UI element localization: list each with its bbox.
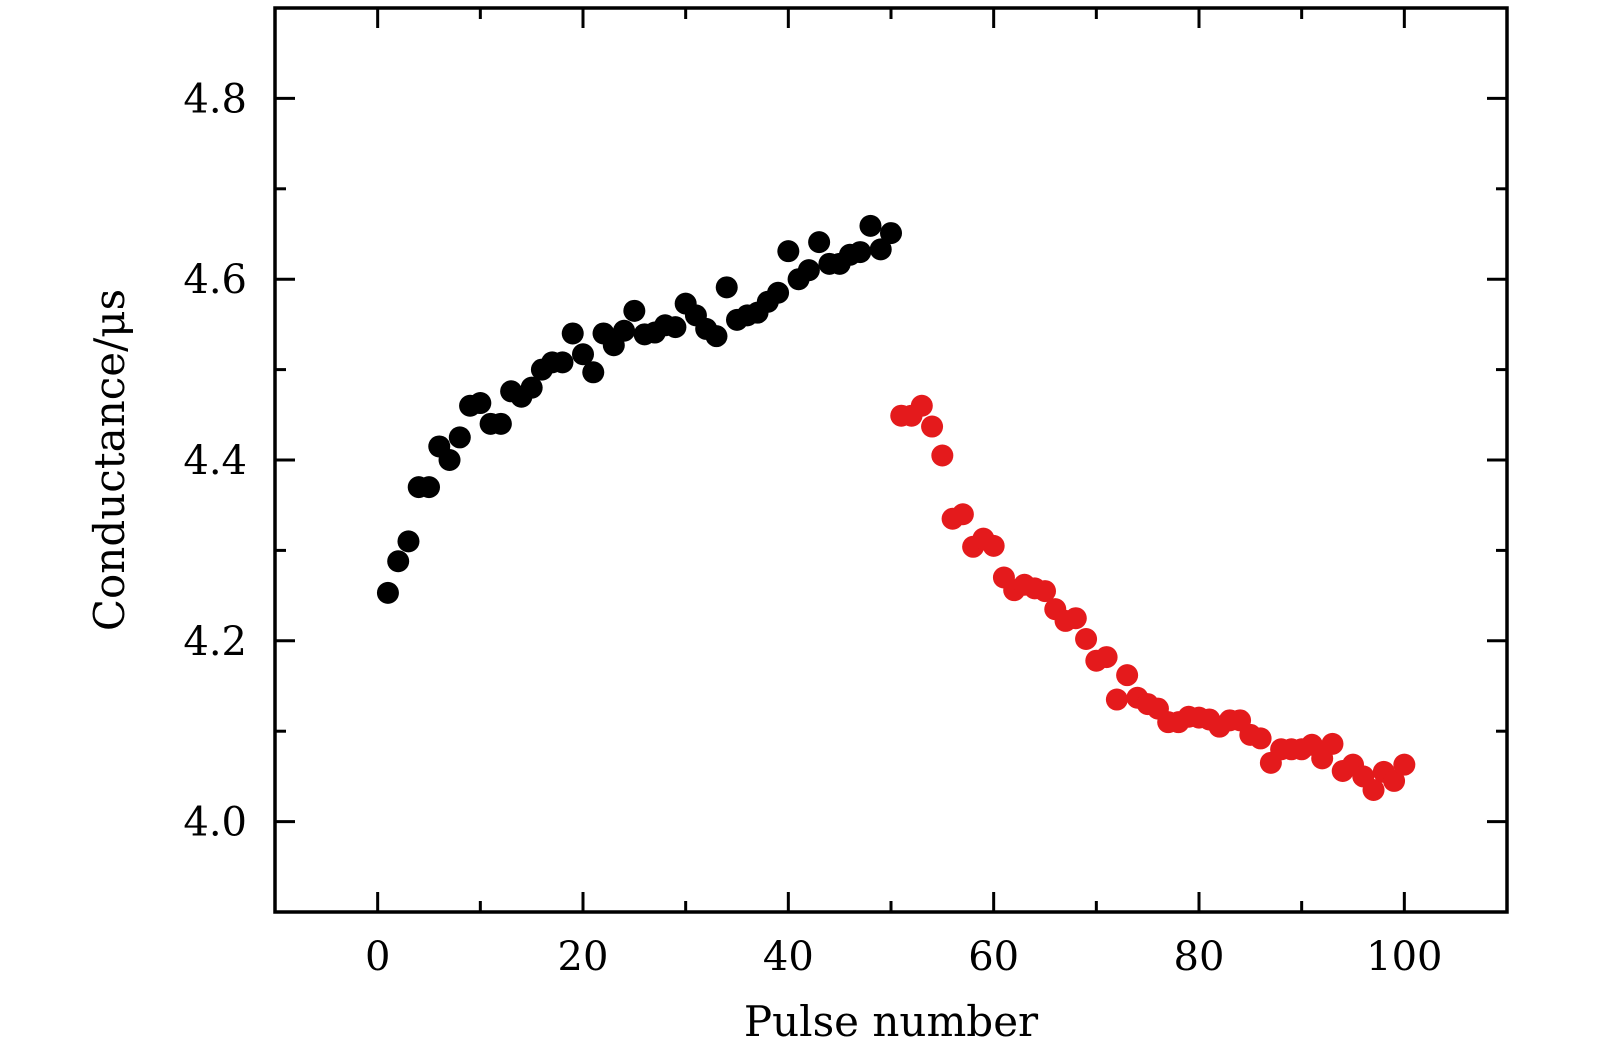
data-point bbox=[859, 214, 882, 237]
plot-frame bbox=[273, 6, 1509, 914]
data-point bbox=[1064, 607, 1087, 630]
data-point bbox=[376, 581, 399, 604]
data-point bbox=[520, 376, 543, 399]
y-tick-label: 4.0 bbox=[183, 800, 247, 846]
data-point bbox=[982, 534, 1005, 557]
data-markers bbox=[376, 214, 1416, 801]
data-point bbox=[808, 231, 831, 254]
data-point bbox=[623, 299, 646, 322]
x-tick-label: 40 bbox=[763, 934, 814, 980]
data-point bbox=[572, 343, 594, 366]
data-point bbox=[1034, 580, 1056, 603]
tick-labels: 0 20 40 60 80 100 4.0 4.2 4.4 4.6 4.8 bbox=[183, 76, 1442, 980]
data-point bbox=[438, 449, 461, 471]
data-point bbox=[469, 392, 492, 415]
data-point bbox=[561, 322, 584, 345]
data-point bbox=[448, 426, 471, 449]
data-point bbox=[582, 361, 605, 384]
data-point bbox=[880, 222, 902, 245]
data-point bbox=[1116, 664, 1139, 687]
data-point bbox=[613, 319, 636, 342]
y-axis-title: Conductance/μs bbox=[85, 289, 134, 631]
y-tick-label: 4.4 bbox=[183, 438, 247, 484]
data-point bbox=[1393, 753, 1416, 776]
data-point bbox=[489, 412, 512, 435]
data-point bbox=[910, 394, 933, 417]
data-point bbox=[797, 259, 820, 282]
data-point bbox=[715, 276, 738, 299]
data-point bbox=[418, 476, 440, 499]
data-point bbox=[1362, 778, 1385, 801]
data-point bbox=[1321, 732, 1344, 755]
x-tick-label: 80 bbox=[1174, 934, 1225, 980]
data-point bbox=[931, 444, 954, 467]
x-tick-label: 60 bbox=[968, 934, 1019, 980]
data-point bbox=[387, 550, 410, 573]
x-tick-label: 20 bbox=[558, 934, 609, 980]
data-point bbox=[1075, 627, 1098, 650]
x-tick-label: 100 bbox=[1366, 934, 1442, 980]
data-point bbox=[869, 238, 892, 261]
x-tick-label: 0 bbox=[365, 934, 390, 980]
x-axis-title: Pulse number bbox=[744, 997, 1039, 1046]
data-point bbox=[551, 351, 574, 374]
data-point bbox=[777, 240, 800, 263]
axis-ticks bbox=[275, 8, 1507, 912]
data-point bbox=[849, 241, 872, 264]
data-point bbox=[397, 530, 420, 553]
data-point bbox=[1249, 727, 1272, 750]
data-point bbox=[1383, 769, 1406, 792]
data-point bbox=[705, 325, 728, 348]
data-point bbox=[1105, 688, 1128, 711]
data-point bbox=[664, 316, 687, 339]
data-point bbox=[1095, 646, 1118, 669]
y-tick-label: 4.8 bbox=[183, 76, 247, 122]
data-point bbox=[767, 281, 790, 304]
data-point bbox=[951, 503, 974, 526]
y-tick-label: 4.2 bbox=[183, 619, 247, 665]
y-tick-label: 4.6 bbox=[183, 257, 247, 303]
data-point bbox=[921, 415, 944, 438]
